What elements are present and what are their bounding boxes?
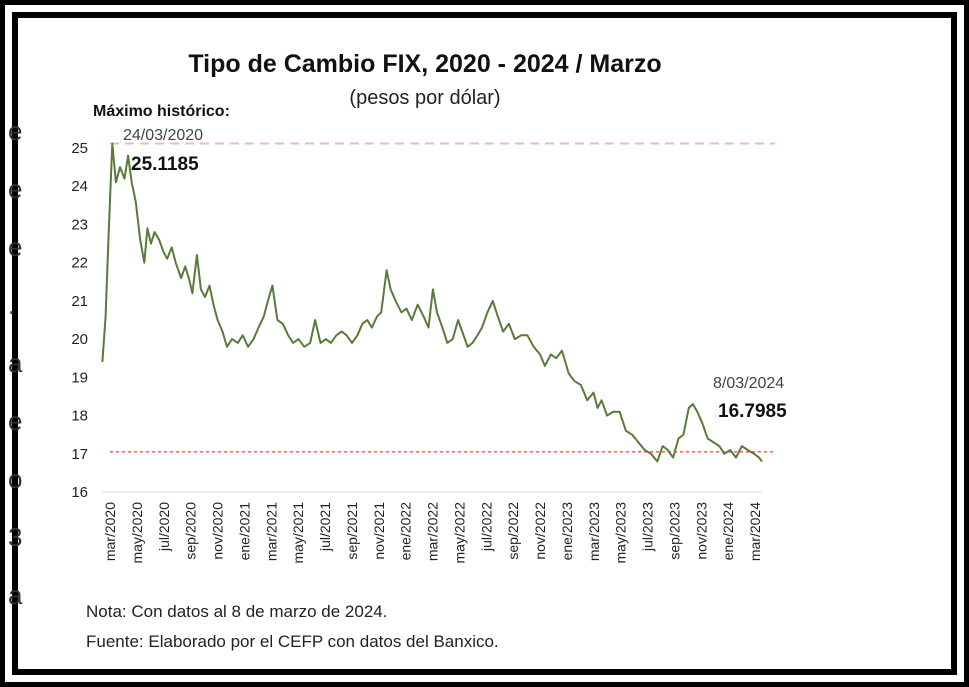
x-tick-label: may/2020 xyxy=(129,502,145,564)
chart-title: Tipo de Cambio FIX, 2020 - 2024 / Marzo xyxy=(188,50,661,78)
x-tick-label: jul/2021 xyxy=(317,502,333,552)
x-tick-label: may/2021 xyxy=(290,502,306,564)
y-tick-label: 17 xyxy=(71,446,88,463)
x-tick-label: nov/2020 xyxy=(210,502,226,560)
side-glyph: e xyxy=(8,174,23,204)
chart-panel xyxy=(18,18,951,669)
x-tick-label: jul/2022 xyxy=(478,502,494,552)
last-annotation-date: 8/03/2024 xyxy=(713,375,784,392)
x-tick-label: may/2022 xyxy=(451,502,467,564)
chart-subtitle: (pesos por dólar) xyxy=(349,87,500,109)
y-tick-label: 20 xyxy=(71,331,88,348)
x-tick-label: sep/2023 xyxy=(666,502,682,560)
x-tick-label: jul/2020 xyxy=(156,502,172,552)
max-annotation-value: 25.1185 xyxy=(131,154,199,175)
x-tick-label: nov/2023 xyxy=(693,502,709,560)
side-glyph: o xyxy=(8,464,23,494)
x-tick-label: jul/2023 xyxy=(640,502,656,552)
x-tick-label: ene/2021 xyxy=(236,502,252,561)
x-tick-label: mar/2021 xyxy=(263,502,279,561)
x-tick-label: may/2023 xyxy=(613,502,629,564)
side-glyph: e xyxy=(8,116,23,146)
source-text: Fuente: Elaborado por el CEFP con datos … xyxy=(86,632,499,651)
x-tick-label: ene/2024 xyxy=(720,502,736,561)
reference-lines xyxy=(110,142,775,453)
y-tick-label: 18 xyxy=(71,408,88,425)
y-tick-label: 16 xyxy=(71,484,88,501)
last-annotation-value: 16.7985 xyxy=(718,401,787,422)
max-annotation-title: Máximo histórico: xyxy=(93,103,230,120)
x-tick-label: ene/2022 xyxy=(398,502,414,561)
x-tick-label: sep/2020 xyxy=(183,502,199,560)
x-axis: mar/2020 may/2020 jul/2020 sep/2020 nov/2020… xyxy=(102,491,763,564)
x-tick-label: mar/2020 xyxy=(102,502,118,561)
x-tick-label: ene/2023 xyxy=(559,502,575,561)
x-tick-label: sep/2022 xyxy=(505,502,521,560)
series-layer xyxy=(101,142,763,463)
y-tick-label: 23 xyxy=(71,216,88,233)
y-tick-label: 19 xyxy=(71,369,88,386)
side-glyph: a xyxy=(8,580,23,610)
x-tick-label: sep/2021 xyxy=(344,502,360,560)
exchange-rate-line xyxy=(101,142,763,463)
x-tick-label: nov/2022 xyxy=(532,502,548,560)
x-tick-label: mar/2023 xyxy=(586,502,602,561)
y-axis: 16 17 18 19 20 21 22 23 24 25 xyxy=(71,140,88,501)
note-text: Nota: Con datos al 8 de marzo de 2024. xyxy=(86,602,387,621)
side-glyph: e xyxy=(8,406,23,436)
y-tick-label: 22 xyxy=(71,255,88,272)
side-glyph: 3 xyxy=(8,522,23,552)
x-tick-label: mar/2022 xyxy=(425,502,441,561)
y-tick-label: 25 xyxy=(71,140,88,157)
y-tick-label: 24 xyxy=(71,178,88,195)
x-tick-label: mar/2024 xyxy=(747,502,763,561)
max-annotation-date: 24/03/2020 xyxy=(123,127,203,144)
side-glyph: e xyxy=(8,232,23,262)
x-tick-label: nov/2021 xyxy=(371,502,387,560)
side-glyph: a xyxy=(8,348,23,378)
cropped-side-text: e e e . a e o 3 a xyxy=(8,102,26,624)
side-glyph: . xyxy=(8,290,16,320)
y-tick-label: 21 xyxy=(71,293,88,310)
